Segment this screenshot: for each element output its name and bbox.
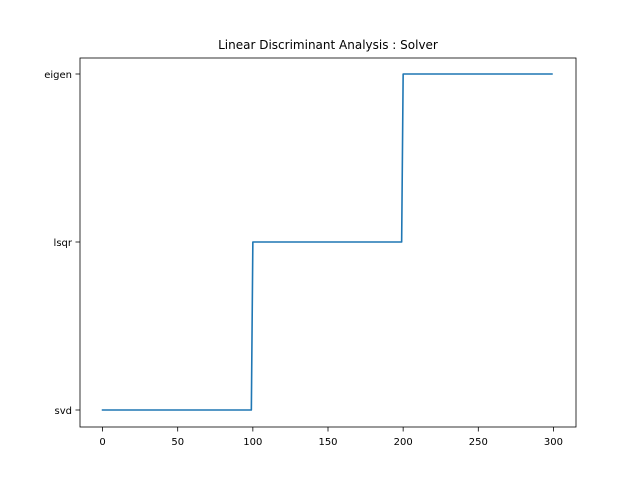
- chart-title: Linear Discriminant Analysis : Solver: [218, 38, 438, 52]
- plot-area: 0 50 100 150 200 250 300 svd lsqr eigen: [44, 57, 577, 448]
- x-tick-label: 150: [318, 437, 337, 448]
- series-line: [101, 73, 553, 411]
- y-tick-label: svd: [55, 406, 72, 417]
- y-tick-label: eigen: [44, 70, 72, 81]
- y-tick-label: lsqr: [54, 238, 73, 249]
- x-tick-label: 200: [394, 437, 413, 448]
- x-tick-label: 100: [243, 437, 262, 448]
- x-tick-label: 250: [469, 437, 488, 448]
- x-tick-label: 300: [544, 437, 563, 448]
- x-tick-label: 0: [99, 437, 105, 448]
- x-tick-label: 50: [171, 437, 184, 448]
